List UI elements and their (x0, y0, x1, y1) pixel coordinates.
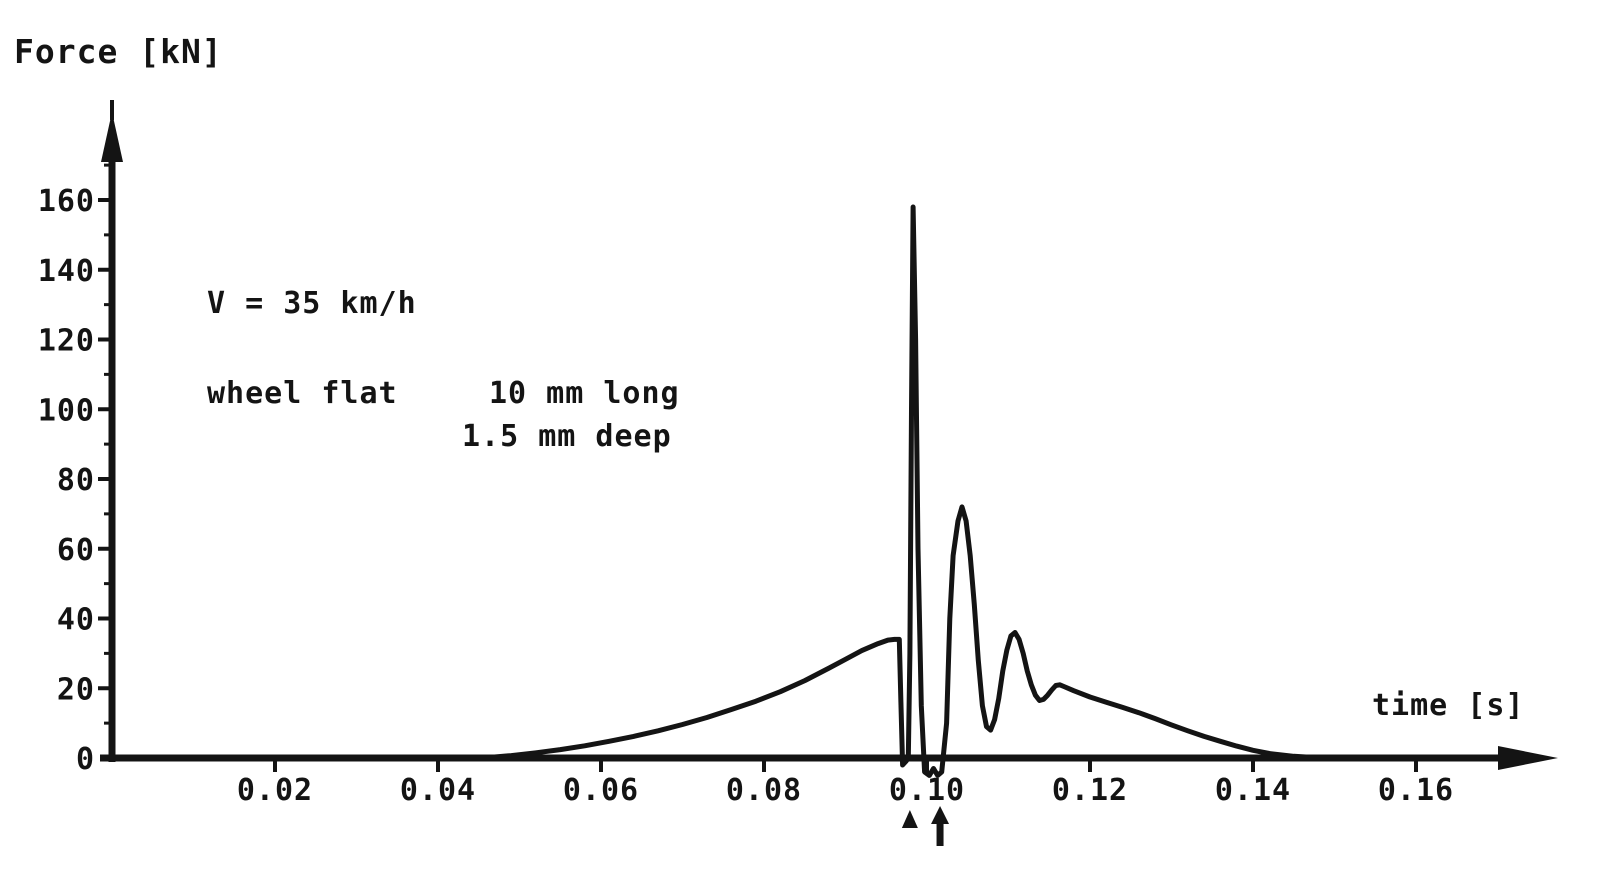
annotation-flat-depth: 1.5 mm deep (462, 419, 672, 454)
y-tick-label: 80 (57, 463, 95, 498)
y-tick-label: 20 (57, 672, 95, 707)
y-tick-label: 120 (38, 324, 95, 359)
y-tick-label: 160 (38, 184, 95, 219)
impact-marker-icon (901, 810, 918, 828)
y-tick-label: 0 (76, 742, 95, 777)
x-tick-label: 0.04 (400, 773, 476, 808)
y-tick-label: 140 (38, 254, 95, 289)
y-tick-label: 100 (38, 393, 95, 428)
x-axis-title: time [s] (1372, 688, 1525, 723)
x-tick-label: 0.02 (237, 773, 313, 808)
y-axis-arrow-icon (101, 112, 123, 162)
annotation-speed: V = 35 km/h (207, 286, 417, 321)
x-tick-label: 0.12 (1052, 773, 1128, 808)
impact-marker-icon (931, 806, 950, 824)
x-tick-label: 0.08 (726, 773, 802, 808)
x-axis-arrow-icon (1498, 746, 1558, 770)
chart-title: Force [kN] (14, 32, 223, 71)
x-tick-label: 0.14 (1215, 773, 1291, 808)
y-tick-label: 40 (57, 603, 95, 638)
x-tick-label: 0.06 (563, 773, 639, 808)
annotation-flat-length: 10 mm long (489, 376, 680, 411)
force-curve (109, 204, 1525, 778)
x-tick-label: 0.10 (889, 773, 965, 808)
x-tick-label: 0.16 (1378, 773, 1454, 808)
annotation-wheel-flat: wheel flat (207, 376, 398, 411)
y-tick-label: 60 (57, 533, 95, 568)
